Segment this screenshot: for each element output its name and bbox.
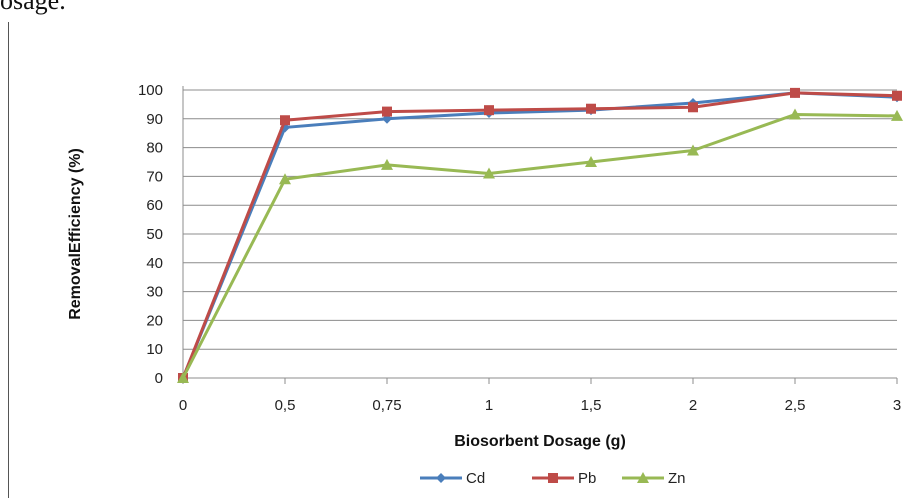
data-point-pb xyxy=(484,105,494,116)
y-tick-label: 80 xyxy=(146,140,163,157)
series-cd xyxy=(178,87,902,383)
data-point-pb xyxy=(688,102,698,113)
data-point-zn xyxy=(891,109,903,121)
legend-item-zn: Zn xyxy=(622,470,686,487)
data-point-pb xyxy=(280,115,290,126)
y-tick-label: 10 xyxy=(146,341,163,358)
legend-item-cd: Cd xyxy=(420,470,485,487)
legend-marker xyxy=(637,472,649,483)
series-line-pb xyxy=(181,91,898,379)
data-point-zn xyxy=(381,158,393,170)
y-tick-label: 50 xyxy=(146,226,163,243)
data-point-zn xyxy=(687,144,699,156)
x-tick-label: 2,5 xyxy=(785,397,806,414)
axes xyxy=(182,86,898,384)
caption-fragment: osage. xyxy=(0,0,66,15)
x-tick-label: 1 xyxy=(485,397,493,414)
data-point-pb xyxy=(790,87,800,98)
legend-marker xyxy=(436,473,446,483)
gridlines xyxy=(183,89,897,350)
legend-label: Cd xyxy=(466,470,485,487)
data-point-pb xyxy=(382,106,392,117)
series-pb xyxy=(178,87,902,383)
frame-border-line xyxy=(8,22,9,498)
y-tick-label: 40 xyxy=(146,255,163,272)
legend-item-pb: Pb xyxy=(532,470,596,487)
legend-label: Zn xyxy=(668,470,686,487)
y-tick-label: 60 xyxy=(146,197,163,214)
x-tick-label: 0 xyxy=(179,397,187,414)
x-axis-title: Biosorbent Dosage (g) xyxy=(454,433,626,450)
data-point-pb xyxy=(892,90,902,101)
data-point-zn xyxy=(483,167,495,179)
series-zn xyxy=(177,108,903,383)
legend-label: Pb xyxy=(578,470,596,487)
x-tick-label: 0,75 xyxy=(372,397,401,414)
x-tick-label: 0,5 xyxy=(275,397,296,414)
y-tick-labels: 0 10 20 30 40 50 60 70 80 90 100 xyxy=(138,82,163,387)
x-tick-label: 2 xyxy=(689,397,697,414)
x-tick-labels: 0 0,5 0,75 1 1,5 2 2,5 3 xyxy=(179,397,901,414)
y-tick-label: 90 xyxy=(146,111,163,128)
series-line-zn xyxy=(181,112,898,379)
y-tick-label: 20 xyxy=(146,312,163,329)
data-point-zn xyxy=(279,173,291,185)
y-axis-title: RemovalEfficiency (%) xyxy=(67,148,84,320)
x-tick-label: 1,5 xyxy=(581,397,602,414)
y-tick-label: 70 xyxy=(146,168,163,185)
data-point-zn xyxy=(177,372,189,383)
y-tick-label: 0 xyxy=(155,370,163,387)
legend: Cd Pb Zn xyxy=(420,470,686,487)
x-tick-label: 3 xyxy=(893,397,901,414)
data-point-zn xyxy=(789,108,801,120)
y-tick-label: 100 xyxy=(138,82,163,99)
data-point-zn xyxy=(585,156,597,167)
y-tick-label: 30 xyxy=(146,284,163,301)
data-point-pb xyxy=(586,103,596,114)
legend-marker xyxy=(548,473,558,483)
series-lines xyxy=(177,87,903,383)
series-line-cd xyxy=(181,91,898,379)
